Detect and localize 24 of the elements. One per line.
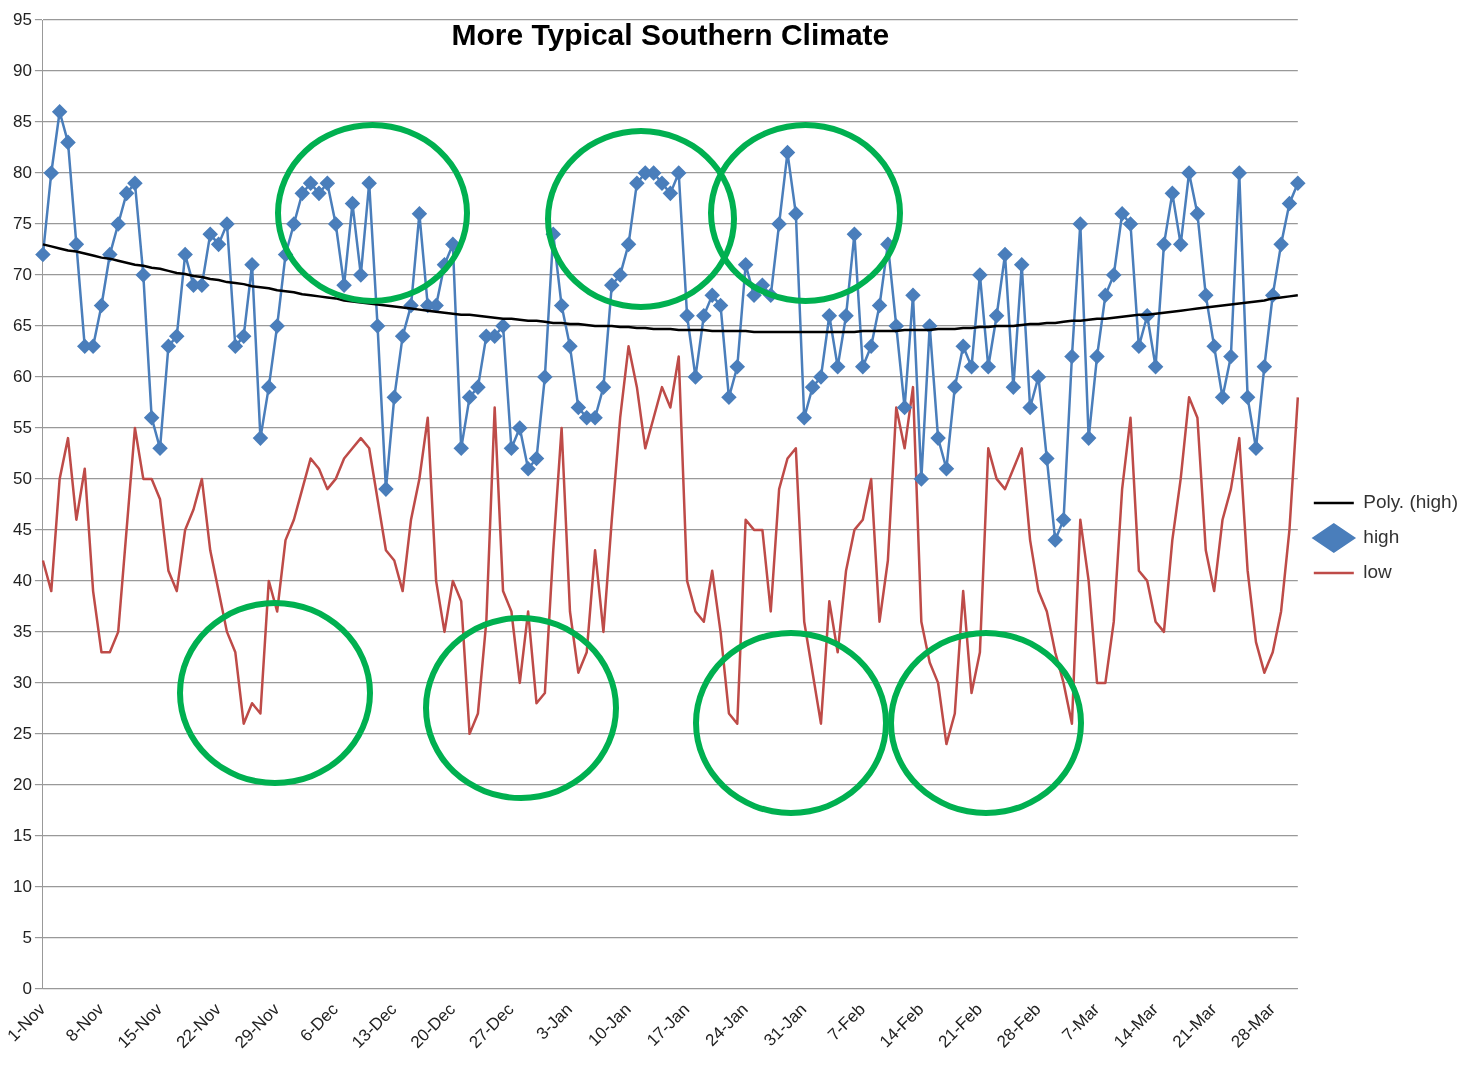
- y-tick-label: 90: [12, 60, 32, 80]
- y-tick-label: 85: [12, 111, 32, 131]
- y-tick-label: 20: [12, 774, 32, 794]
- y-tick-label: 45: [12, 519, 32, 539]
- legend-label: high: [1363, 526, 1400, 548]
- y-tick-label: 40: [12, 570, 32, 590]
- y-tick-label: 5: [22, 927, 32, 947]
- y-tick-label: 65: [12, 315, 32, 335]
- y-tick-label: 15: [12, 825, 32, 845]
- y-tick-label: 95: [12, 9, 32, 29]
- y-tick-label: 0: [22, 978, 32, 998]
- y-tick-label: 35: [12, 621, 32, 641]
- y-tick-label: 75: [12, 213, 32, 233]
- legend-label: Poly. (high): [1363, 491, 1458, 513]
- y-tick-label: 70: [12, 264, 32, 284]
- y-tick-label: 25: [12, 723, 32, 743]
- y-tick-label: 60: [12, 366, 32, 386]
- y-tick-label: 30: [12, 672, 32, 692]
- chart-title: More Typical Southern Climate: [451, 18, 890, 52]
- y-tick-label: 10: [12, 876, 32, 896]
- y-tick-label: 50: [12, 468, 32, 488]
- y-tick-label: 55: [12, 417, 32, 437]
- legend-label: low: [1363, 561, 1393, 583]
- y-tick-label: 80: [12, 162, 32, 182]
